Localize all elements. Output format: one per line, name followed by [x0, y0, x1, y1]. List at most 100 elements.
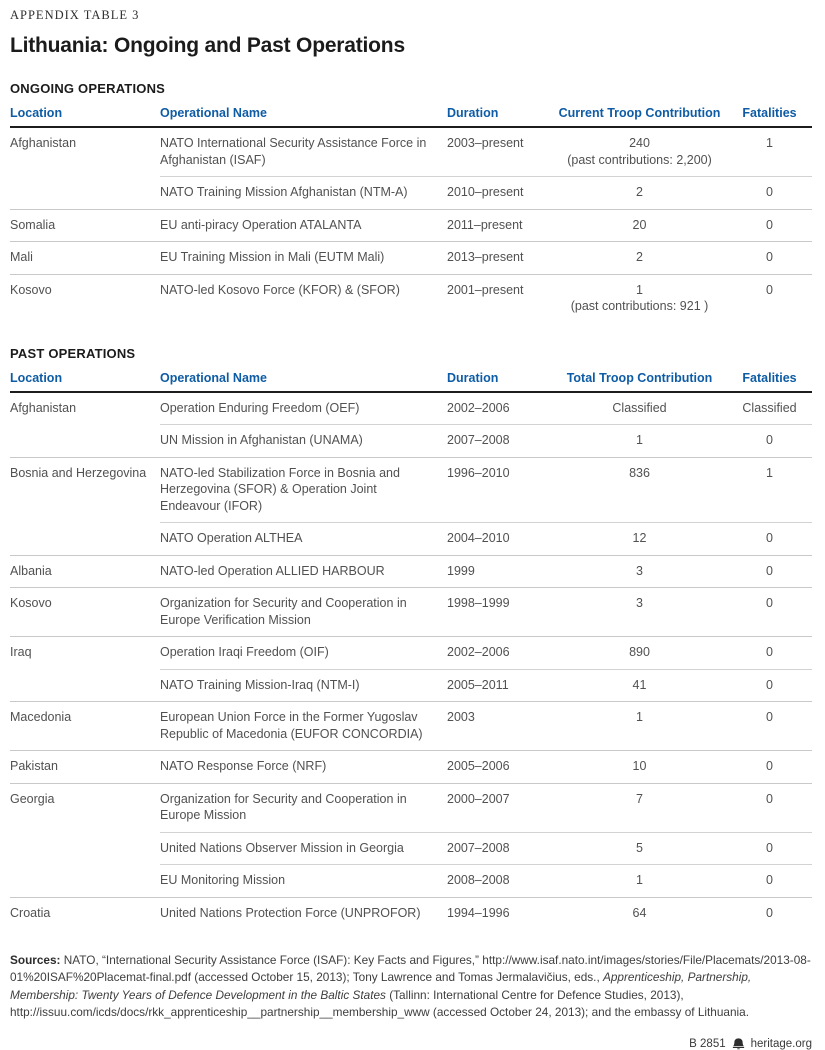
troop-contribution-value: 836	[629, 465, 650, 480]
troop-contribution-cell: 890	[552, 644, 727, 661]
troop-contribution-value: 2	[636, 250, 643, 264]
duration-cell: 2007–2008	[447, 433, 510, 447]
troop-contribution-cell: 240 (past contributions: 2,200)	[552, 135, 727, 168]
troop-contribution-value: 1	[636, 710, 643, 724]
troop-contribution-cell: 41	[552, 677, 727, 694]
duration-cell: 2010–present	[447, 185, 524, 199]
location-cell: Kosovo	[10, 282, 52, 297]
location-cell: Pakistan	[10, 759, 58, 773]
duration-cell: 2005–2011	[447, 677, 509, 692]
section-heading-past: PAST OPERATIONS	[10, 345, 136, 361]
troop-contribution-cell: 5	[552, 840, 727, 857]
operations-rows: United Nations Protection Force (UNPROFO…	[160, 898, 812, 930]
fatalities-cell: 0	[766, 217, 773, 232]
troop-contribution-cell: 2	[552, 249, 727, 266]
column-header-fatalities: Fatalities	[742, 370, 797, 385]
column-header-location: Location	[10, 370, 63, 385]
table-row: NATO Response Force (NRF) 2005–2006 10 0	[160, 751, 812, 783]
fatalities-cell: 0	[766, 840, 773, 855]
duration-cell: 1998–1999	[447, 596, 510, 610]
fatalities-cell: 0	[766, 677, 773, 692]
duration-cell: 2001–present	[447, 282, 524, 297]
location-cell: Somalia	[10, 217, 56, 232]
operational-name-cell: NATO International Security Assistance F…	[160, 136, 427, 167]
location-group: Somalia EU anti-piracy Operation ATALANTA…	[10, 208, 812, 242]
document-id: B 2851	[689, 1037, 726, 1050]
duration-cell: 2003	[447, 710, 475, 724]
location-group: Iraq Operation Iraqi Freedom (OIF) 2002–20…	[10, 636, 812, 701]
location-cell: Georgia	[10, 791, 55, 806]
operations-rows: Operation Iraqi Freedom (OIF) 2002–2006 89…	[160, 637, 812, 701]
troop-contribution-cell: 3	[552, 595, 727, 628]
operational-name-cell: EU anti-piracy Operation ATALANTA	[160, 217, 362, 232]
location-group: Kosovo NATO-led Kosovo Force (KFOR) & (SF…	[10, 273, 812, 323]
operational-name-cell: United Nations Observer Mission in Georg…	[160, 840, 404, 855]
column-header-troop-contribution: Total Troop Contribution	[566, 370, 713, 385]
troop-contribution-cell: 1 (past contributions: 921 )	[552, 282, 727, 315]
table-row: NATO-led Stabilization Force in Bosnia a…	[160, 458, 812, 523]
duration-cell: 2004–2010	[447, 531, 510, 545]
section-heading-ongoing: ONGOING OPERATIONS	[10, 81, 166, 96]
location-cell: Macedonia	[10, 710, 72, 724]
operations-rows: NATO Response Force (NRF) 2005–2006 10 0	[160, 751, 812, 783]
operational-name-cell: NATO Training Mission-Iraq (NTM-I)	[160, 677, 360, 692]
duration-cell: 2003–present	[447, 136, 524, 150]
troop-contribution-value: 64	[632, 905, 647, 920]
location-cell: Albania	[10, 563, 52, 578]
troop-contribution-value: 240	[629, 136, 650, 150]
location-group: Georgia Organization for Security and Coo…	[10, 782, 812, 897]
fatalities-cell: 0	[766, 710, 773, 724]
troop-contribution-cell: 836	[552, 465, 727, 515]
location-cell: Iraq	[10, 645, 32, 659]
troop-contribution-cell: 2	[552, 184, 727, 201]
troop-contribution-value: 12	[632, 531, 647, 545]
table-row: Organization for Security and Cooperatio…	[160, 588, 812, 636]
table-row: United Nations Observer Mission in Georg…	[160, 831, 812, 865]
page-title: Lithuania: Ongoing and Past Operations	[10, 34, 405, 57]
table-row: NATO Training Mission-Iraq (NTM-I) 2005–2…	[160, 668, 812, 702]
table-row: NATO Training Mission Afghanistan (NTM-A…	[160, 176, 812, 209]
operational-name-cell: UN Mission in Afghanistan (UNAMA)	[160, 433, 363, 447]
table-row: Organization for Security and Cooperatio…	[160, 784, 812, 832]
ongoing-operations-table-body: Afghanistan NATO International Security A…	[10, 128, 812, 323]
sources-label: Sources:	[10, 953, 61, 967]
operational-name-cell: EU Monitoring Mission	[160, 873, 286, 887]
table-row: Operation Enduring Freedom (OEF) 2002–200…	[160, 393, 812, 425]
location-cell: Mali	[10, 250, 33, 264]
duration-cell: 2002–2006	[447, 645, 510, 659]
table-row: NATO International Security Assistance F…	[160, 128, 812, 176]
location-cell: Afghanistan	[10, 400, 77, 415]
operations-rows: NATO-led Stabilization Force in Bosnia a…	[160, 458, 812, 555]
operational-name-cell: Organization for Security and Cooperatio…	[160, 596, 407, 627]
duration-cell: 2000–2007	[447, 791, 510, 806]
location-group: Albania NATO-led Operation ALLIED HARBOUR…	[10, 554, 812, 588]
duration-cell: 2011–present	[447, 217, 523, 232]
location-cell: Kosovo	[10, 596, 52, 610]
troop-contribution-value: 890	[629, 645, 650, 659]
sources-note: Sources: NATO, “International Security A…	[10, 952, 812, 1021]
location-group: Macedonia European Union Force in the For…	[10, 701, 812, 750]
fatalities-cell: 0	[766, 282, 773, 297]
troop-contribution-value: 3	[636, 596, 643, 610]
troop-contribution-cell: 10	[552, 758, 727, 775]
troop-contribution-value: 10	[632, 759, 647, 773]
location-group: Afghanistan NATO International Security A…	[10, 128, 812, 209]
duration-cell: 2005–2006	[447, 759, 510, 773]
column-header-operational-name: Operational Name	[160, 370, 267, 385]
operational-name-cell: NATO-led Kosovo Force (KFOR) & (SFOR)	[160, 282, 400, 297]
table-row: Operation Iraqi Freedom (OIF) 2002–2006 89…	[160, 637, 812, 669]
operations-rows: Organization for Security and Cooperatio…	[160, 588, 812, 636]
troop-contribution-cell: 12	[552, 530, 727, 547]
duration-cell: 2008–2008	[447, 873, 510, 887]
operational-name-cell: Operation Iraqi Freedom (OIF)	[160, 645, 329, 659]
table-row: EU Training Mission in Mali (EUTM Mali) 2…	[160, 242, 812, 274]
table-header-row: Location Operational Name Duration Curre…	[10, 106, 812, 128]
location-group: Mali EU Training Mission in Mali (EUTM Ma…	[10, 241, 812, 274]
location-group: Pakistan NATO Response Force (NRF) 2005–20…	[10, 750, 812, 783]
operational-name-cell: NATO Response Force (NRF)	[160, 759, 327, 773]
operational-name-cell: NATO Operation ALTHEA	[160, 531, 303, 545]
past-operations-table-body: Afghanistan Operation Enduring Freedom (O…	[10, 393, 812, 930]
fatalities-cell: Classified	[742, 400, 797, 415]
troop-contribution-value: 2	[636, 185, 643, 199]
location-group: Croatia United Nations Protection Force (…	[10, 896, 812, 930]
